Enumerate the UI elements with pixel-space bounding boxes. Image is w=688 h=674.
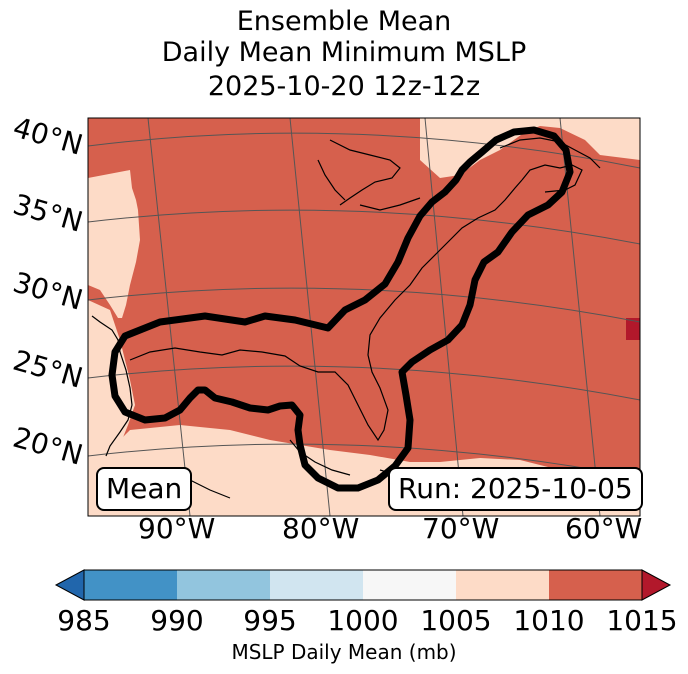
- mean-label-box: Mean: [96, 467, 193, 511]
- mslp-contour-outline: [108, 126, 574, 492]
- colorbar-bin-3: [270, 570, 363, 600]
- colorbar-under-arrow: [54, 569, 85, 601]
- colorbar-tick-995: 995: [243, 604, 297, 637]
- lon-label-70w: 70°W: [422, 512, 500, 545]
- title-line-2: Daily Mean Minimum MSLP: [161, 37, 527, 68]
- colorbar-tick-1005: 1005: [420, 604, 492, 637]
- low-pressure-region-west: [88, 170, 140, 318]
- colorbar-bin-2: [177, 570, 270, 600]
- high-pressure-spot: [626, 318, 640, 340]
- colorbar-bin-1: [84, 570, 177, 600]
- map-panel: [88, 118, 640, 516]
- colorbar-tick-990: 990: [150, 604, 204, 637]
- colorbar-bin-5: [456, 570, 549, 600]
- lon-label-90w: 90°W: [138, 512, 216, 545]
- colorbar-tick-1015: 1015: [606, 604, 678, 637]
- low-pressure-region-north: [420, 118, 640, 178]
- colorbar-frame: [83, 569, 643, 601]
- colorbar-tick-985: 985: [57, 604, 111, 637]
- lon-label-60w: 60°W: [565, 512, 643, 545]
- title-line-3: 2025-10-20 12z-12z: [207, 71, 481, 102]
- colorbar-tick-1000: 1000: [327, 604, 399, 637]
- colorbar-over-arrow: [641, 569, 672, 601]
- colorbar-tick-1010: 1010: [513, 604, 585, 637]
- graticule: [88, 118, 640, 516]
- lon-label-80w: 80°W: [282, 512, 360, 545]
- colorbar-bin-6: [549, 570, 642, 600]
- colorbar: [54, 569, 672, 601]
- run-date-box: Run: 2025-10-05: [388, 467, 643, 511]
- title-line-1: Ensemble Mean: [236, 6, 452, 37]
- map-frame: [87, 117, 641, 517]
- colorbar-label: MSLP Daily Mean (mb): [231, 640, 457, 664]
- colorbar-bin-4: [363, 570, 456, 600]
